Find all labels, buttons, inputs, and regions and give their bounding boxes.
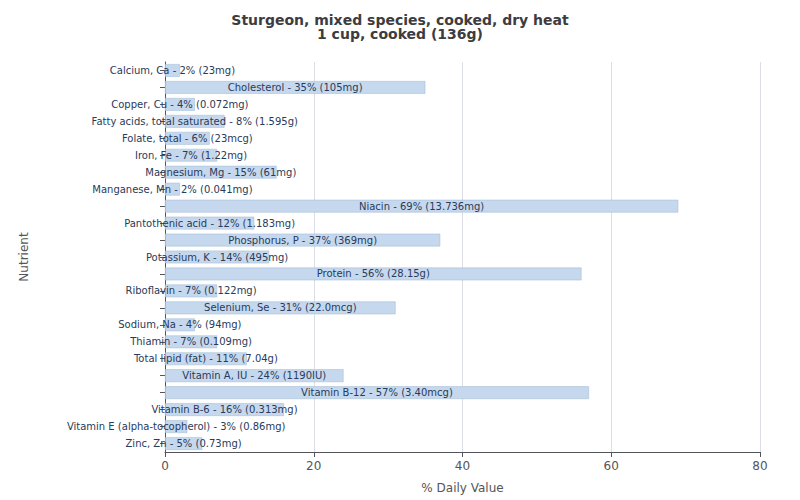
svg-text:Potassium, K - 14% (495mg): Potassium, K - 14% (495mg) <box>146 252 288 263</box>
svg-text:Nutrient: Nutrient <box>17 232 31 282</box>
svg-text:Folate, total - 6% (23mcg): Folate, total - 6% (23mcg) <box>122 133 253 144</box>
svg-text:Cholesterol - 35% (105mg): Cholesterol - 35% (105mg) <box>228 82 363 93</box>
svg-text:Magnesium, Mg - 15% (61mg): Magnesium, Mg - 15% (61mg) <box>145 167 296 178</box>
svg-text:Sturgeon, mixed species, cooke: Sturgeon, mixed species, cooked, dry hea… <box>231 12 569 28</box>
svg-text:40: 40 <box>455 459 470 473</box>
svg-text:60: 60 <box>604 459 619 473</box>
svg-text:1 cup, cooked (136g): 1 cup, cooked (136g) <box>317 26 483 42</box>
svg-text:Thiamin - 7% (0.109mg): Thiamin - 7% (0.109mg) <box>129 336 252 347</box>
svg-text:0: 0 <box>161 459 169 473</box>
svg-text:Zinc, Zn - 5% (0.73mg): Zinc, Zn - 5% (0.73mg) <box>126 438 242 449</box>
svg-text:Calcium, Ca - 2% (23mg): Calcium, Ca - 2% (23mg) <box>110 65 235 76</box>
svg-text:Sodium, Na - 4% (94mg): Sodium, Na - 4% (94mg) <box>118 319 241 330</box>
svg-text:Vitamin E (alpha-tocopherol) -: Vitamin E (alpha-tocopherol) - 3% (0.86m… <box>67 421 286 432</box>
svg-text:Vitamin B-12 - 57% (3.40mcg): Vitamin B-12 - 57% (3.40mcg) <box>301 387 453 398</box>
svg-text:Fatty acids, total saturated -: Fatty acids, total saturated - 8% (1.595… <box>92 116 298 127</box>
svg-text:% Daily Value: % Daily Value <box>421 481 503 495</box>
svg-text:Phosphorus, P - 37% (369mg): Phosphorus, P - 37% (369mg) <box>228 235 377 246</box>
svg-text:Total lipid (fat) - 11% (7.04g: Total lipid (fat) - 11% (7.04g) <box>133 353 278 364</box>
svg-text:Protein - 56% (28.15g): Protein - 56% (28.15g) <box>317 268 430 279</box>
svg-text:Selenium, Se - 31% (22.0mcg): Selenium, Se - 31% (22.0mcg) <box>204 302 357 313</box>
svg-text:Manganese, Mn - 2% (0.041mg): Manganese, Mn - 2% (0.041mg) <box>92 184 252 195</box>
svg-text:Vitamin B-6 - 16% (0.313mg): Vitamin B-6 - 16% (0.313mg) <box>151 404 297 415</box>
svg-text:Niacin - 69% (13.736mg): Niacin - 69% (13.736mg) <box>359 201 484 212</box>
svg-text:Copper, Cu - 4% (0.072mg): Copper, Cu - 4% (0.072mg) <box>111 99 248 110</box>
svg-text:20: 20 <box>306 459 321 473</box>
svg-text:Riboflavin - 7% (0.122mg): Riboflavin - 7% (0.122mg) <box>125 285 256 296</box>
svg-text:Iron, Fe - 7% (1.22mg): Iron, Fe - 7% (1.22mg) <box>135 150 247 161</box>
svg-text:Vitamin A, IU - 24% (1190IU): Vitamin A, IU - 24% (1190IU) <box>182 370 326 381</box>
svg-text:80: 80 <box>752 459 767 473</box>
svg-text:Pantothenic acid - 12% (1.183m: Pantothenic acid - 12% (1.183mg) <box>124 218 295 229</box>
